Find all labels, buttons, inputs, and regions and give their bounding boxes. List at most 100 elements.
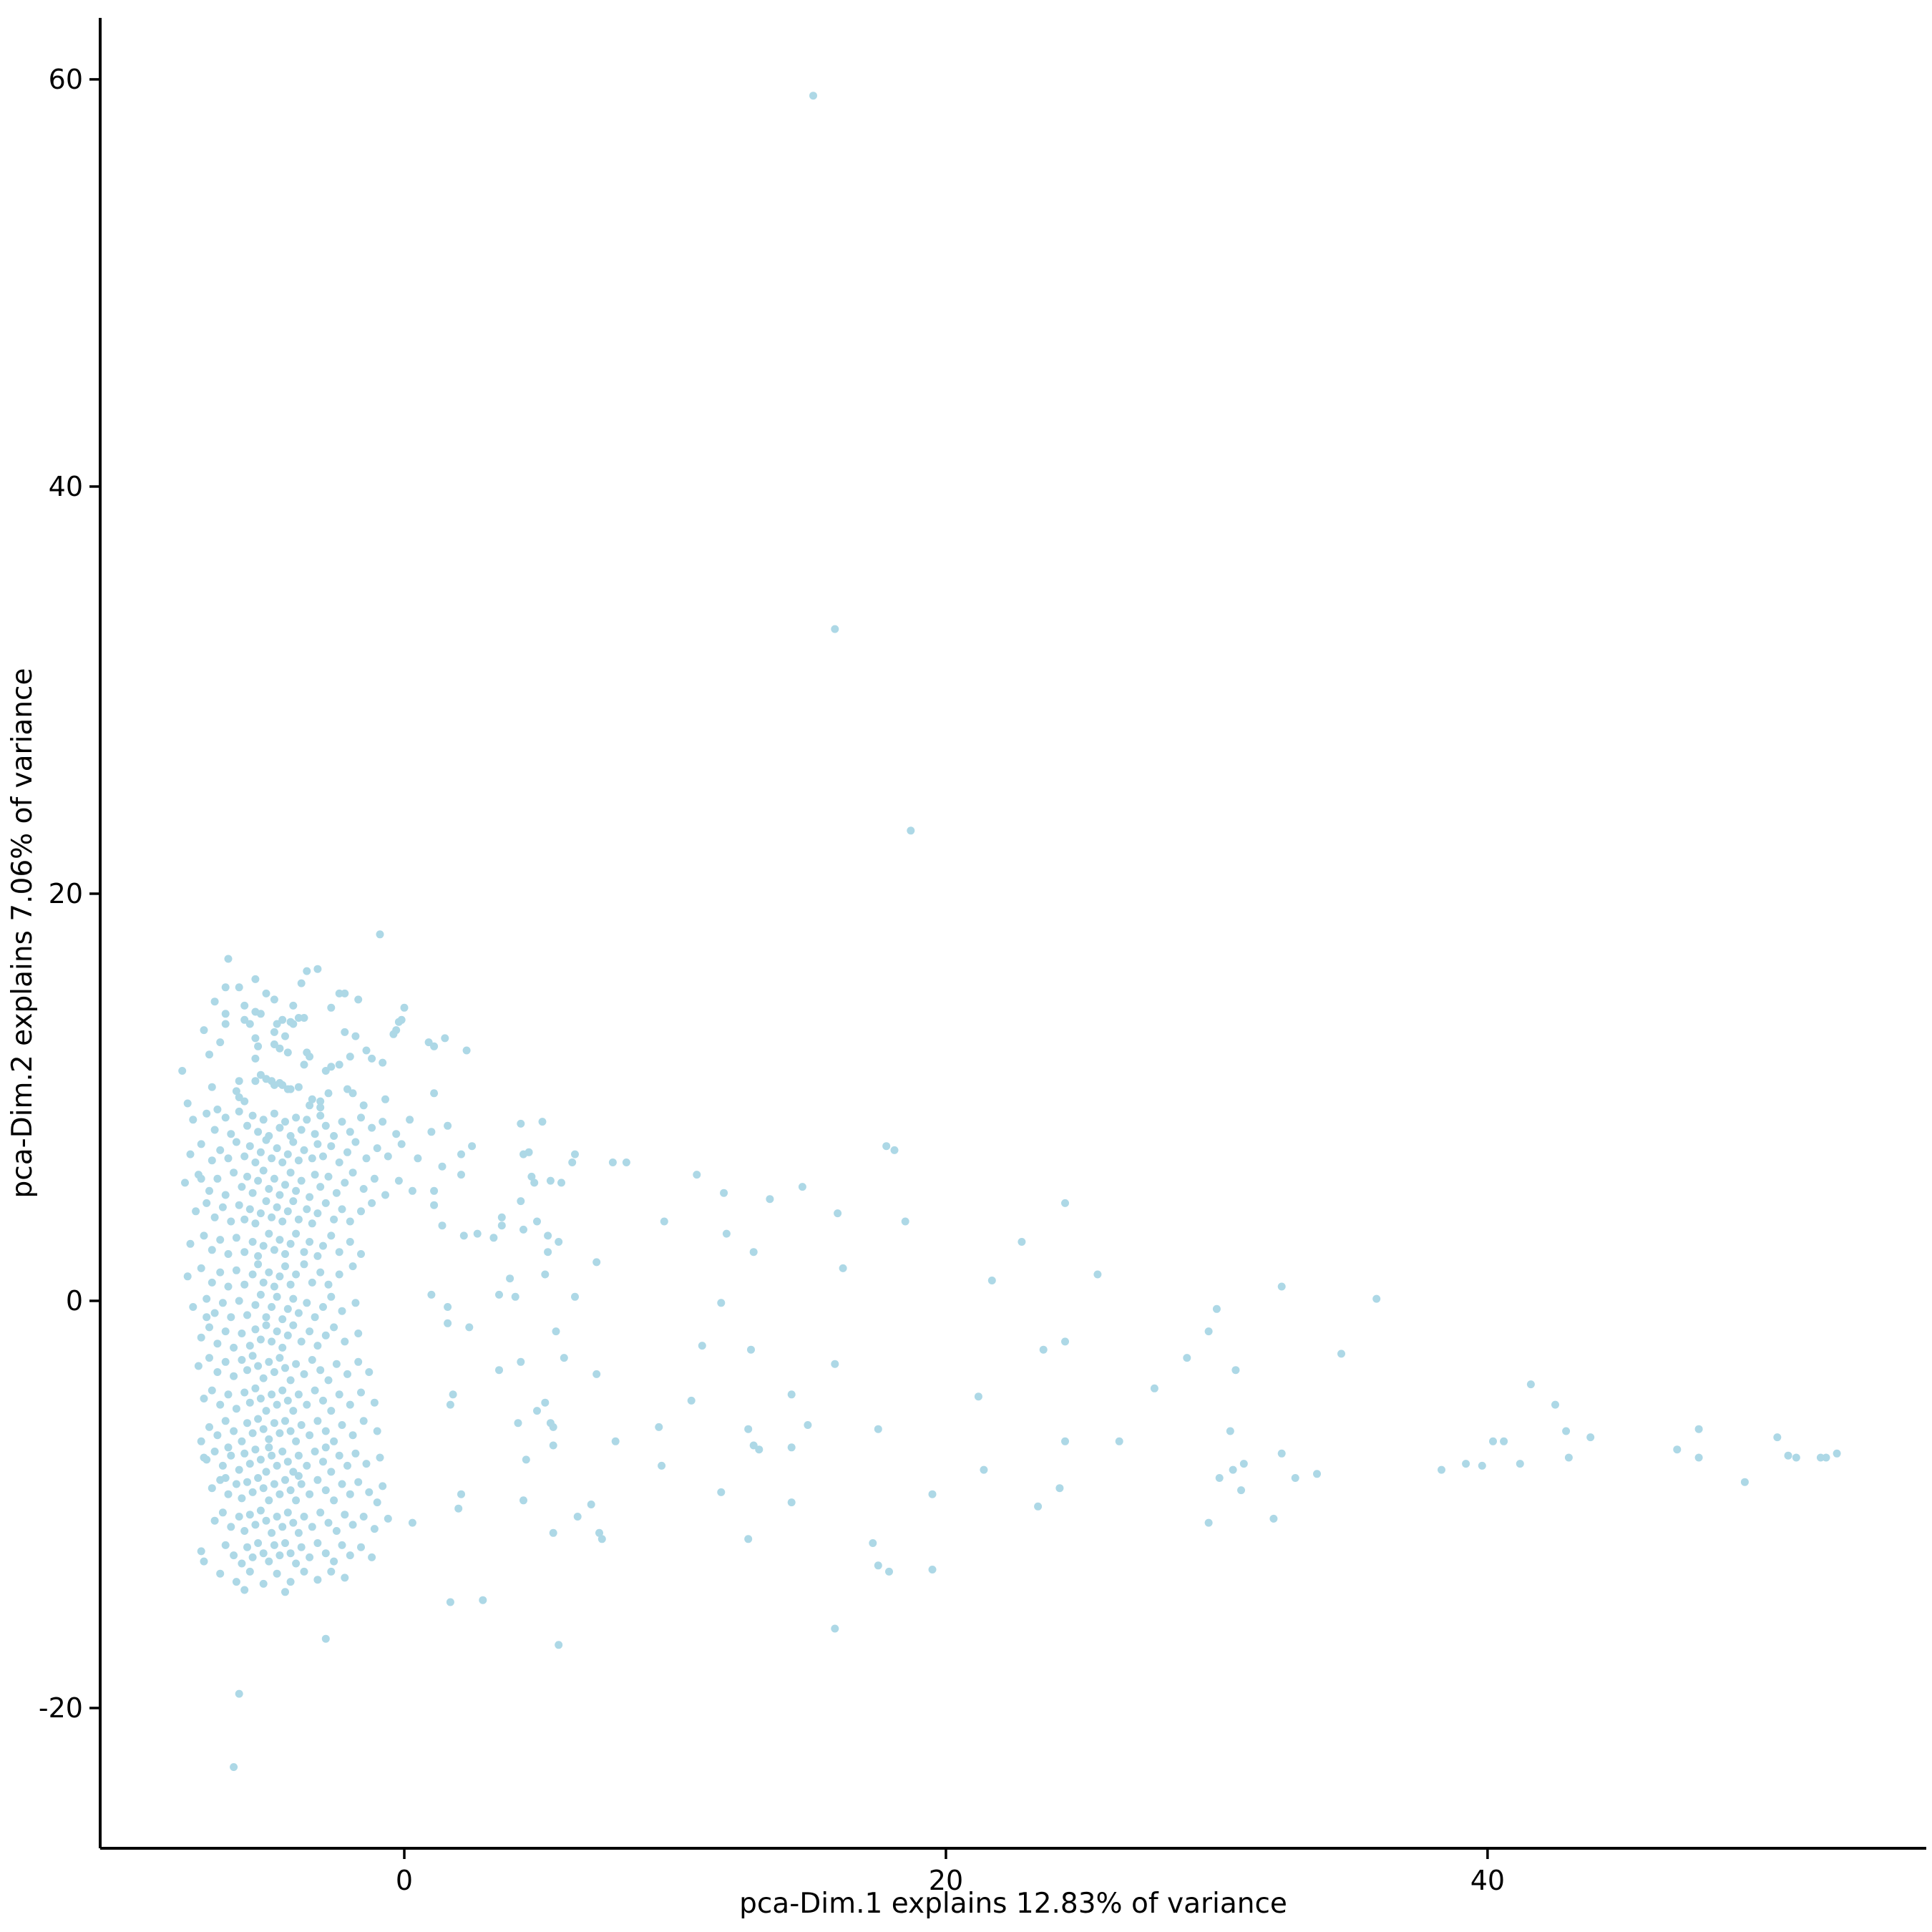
data-point (348, 1089, 357, 1098)
data-point (265, 1357, 273, 1366)
data-point (278, 1315, 287, 1324)
data-point (251, 1077, 260, 1085)
data-point (351, 1032, 360, 1040)
data-point (809, 92, 817, 100)
data-point (245, 1567, 254, 1576)
x-axis-label: pca-Dim.1 explains 12.83% of variance (739, 1888, 1287, 1920)
data-point (238, 1356, 246, 1364)
data-point (457, 1490, 465, 1498)
data-point (300, 1260, 308, 1269)
data-point (248, 1111, 257, 1120)
data-point (216, 1268, 225, 1277)
data-point (327, 1292, 336, 1301)
data-point (1115, 1437, 1123, 1445)
data-point (571, 1292, 579, 1301)
data-point (901, 1217, 909, 1226)
data-point (218, 1461, 227, 1470)
data-point (273, 1020, 281, 1028)
data-point (319, 1241, 327, 1250)
data-point (270, 1480, 278, 1488)
data-point (262, 1468, 270, 1476)
data-point (300, 1060, 308, 1069)
x-tick-label: 40 (1470, 1865, 1505, 1896)
data-point (338, 1205, 346, 1214)
data-point (465, 1323, 474, 1332)
data-point (294, 1083, 303, 1091)
data-point (289, 1020, 298, 1028)
data-point (268, 1337, 276, 1346)
data-point (538, 1118, 547, 1126)
data-point (221, 983, 230, 992)
data-point (359, 1101, 368, 1110)
data-point (265, 1443, 273, 1452)
data-point (240, 1152, 249, 1161)
data-point (238, 1494, 246, 1503)
data-point (208, 1156, 216, 1165)
data-point (332, 1527, 341, 1535)
data-point (205, 1186, 213, 1195)
data-point (438, 1162, 447, 1171)
data-point (1204, 1518, 1213, 1527)
data-point (262, 1321, 270, 1330)
data-point (203, 1109, 211, 1118)
data-point (221, 1191, 230, 1199)
data-point (292, 1270, 301, 1279)
data-point (324, 1376, 333, 1385)
data-point (216, 1236, 225, 1244)
data-point (218, 1299, 227, 1307)
data-point (687, 1396, 696, 1405)
data-point (348, 1169, 357, 1177)
data-point (243, 1366, 251, 1375)
data-point (227, 1451, 235, 1460)
data-point (335, 989, 343, 997)
data-point (446, 1400, 454, 1409)
data-point (251, 1054, 260, 1063)
y-tick-label: 60 (49, 64, 83, 95)
data-point (313, 1475, 322, 1484)
data-point (210, 1516, 219, 1525)
data-point (248, 1553, 257, 1561)
data-point (286, 1427, 295, 1435)
data-point (254, 1539, 263, 1547)
data-point (238, 1437, 246, 1445)
data-point (1694, 1453, 1703, 1462)
data-point (248, 1270, 257, 1279)
axes-layer: 0 20 40 -20 0 20 40 60 (39, 18, 1926, 1896)
data-point (381, 1095, 389, 1103)
data-point (281, 1417, 289, 1425)
data-point (270, 1109, 278, 1118)
x-tick-label: 0 (396, 1865, 413, 1896)
data-point (313, 1417, 322, 1425)
data-point (373, 1427, 381, 1435)
data-point (384, 1152, 392, 1161)
data-point (192, 1207, 200, 1216)
data-point (213, 1431, 222, 1440)
data-point (555, 1641, 563, 1649)
data-point (183, 1272, 192, 1281)
data-point (213, 1174, 222, 1183)
data-point (251, 1384, 260, 1392)
data-point (281, 1032, 289, 1040)
data-point (205, 1050, 213, 1059)
data-point (278, 1448, 287, 1455)
data-point (341, 1179, 349, 1187)
data-point (885, 1567, 893, 1576)
data-point (189, 1116, 197, 1124)
data-point (330, 1323, 338, 1332)
data-point (519, 1225, 527, 1234)
data-point (414, 1154, 422, 1163)
data-point (311, 1171, 319, 1179)
data-point (928, 1566, 937, 1574)
data-point (203, 1199, 211, 1207)
data-point (316, 1111, 325, 1120)
data-point (230, 1343, 238, 1352)
data-point (308, 1278, 316, 1287)
data-point (308, 1154, 316, 1163)
data-point (221, 1474, 230, 1482)
data-point (292, 1186, 301, 1195)
data-point (254, 1474, 263, 1482)
data-point (882, 1142, 891, 1151)
data-point (289, 1518, 298, 1527)
data-point (571, 1150, 579, 1158)
data-point (430, 1201, 439, 1209)
